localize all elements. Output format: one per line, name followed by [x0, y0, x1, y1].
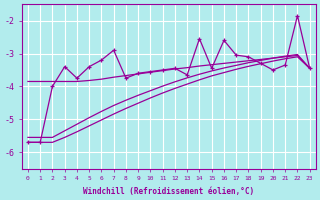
- X-axis label: Windchill (Refroidissement éolien,°C): Windchill (Refroidissement éolien,°C): [83, 187, 254, 196]
